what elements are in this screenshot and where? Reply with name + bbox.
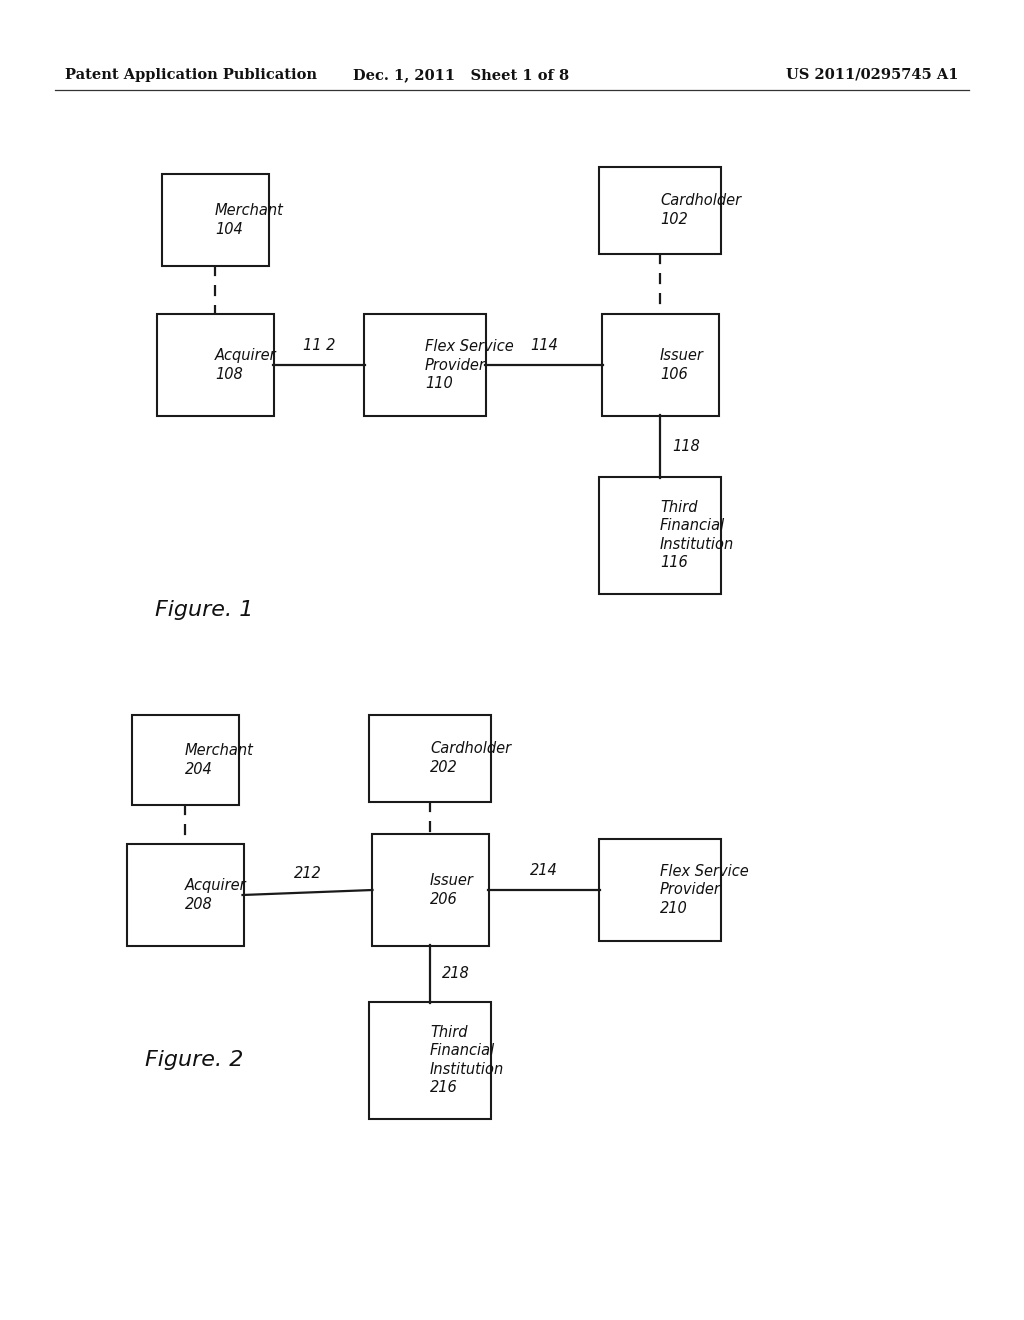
FancyBboxPatch shape bbox=[601, 314, 719, 416]
Text: Dec. 1, 2011   Sheet 1 of 8: Dec. 1, 2011 Sheet 1 of 8 bbox=[352, 69, 569, 82]
FancyBboxPatch shape bbox=[369, 714, 490, 801]
Text: Patent Application Publication: Patent Application Publication bbox=[65, 69, 317, 82]
FancyBboxPatch shape bbox=[162, 174, 268, 267]
Text: Cardholder
202: Cardholder 202 bbox=[430, 742, 511, 775]
Text: Flex Service
Provider
210: Flex Service Provider 210 bbox=[660, 863, 749, 916]
Text: 212: 212 bbox=[294, 866, 322, 880]
Text: Merchant
104: Merchant 104 bbox=[215, 203, 284, 236]
Text: Third
Financial
Institution
116: Third Financial Institution 116 bbox=[660, 499, 734, 570]
Text: Issuer
206: Issuer 206 bbox=[430, 874, 474, 907]
Text: 114: 114 bbox=[529, 338, 558, 352]
Text: Merchant
204: Merchant 204 bbox=[185, 743, 254, 776]
Text: 218: 218 bbox=[442, 966, 470, 981]
FancyBboxPatch shape bbox=[131, 715, 239, 805]
Text: Acquirer
108: Acquirer 108 bbox=[215, 348, 276, 381]
FancyBboxPatch shape bbox=[364, 314, 486, 416]
FancyBboxPatch shape bbox=[599, 477, 721, 594]
FancyBboxPatch shape bbox=[369, 1002, 490, 1118]
FancyBboxPatch shape bbox=[157, 314, 273, 416]
FancyBboxPatch shape bbox=[127, 843, 244, 946]
FancyBboxPatch shape bbox=[599, 166, 721, 253]
Text: Cardholder
102: Cardholder 102 bbox=[660, 193, 741, 227]
Text: 214: 214 bbox=[529, 863, 558, 878]
Text: Third
Financial
Institution
216: Third Financial Institution 216 bbox=[430, 1024, 504, 1096]
Text: 11 2: 11 2 bbox=[302, 338, 335, 352]
Text: US 2011/0295745 A1: US 2011/0295745 A1 bbox=[786, 69, 959, 82]
Text: 118: 118 bbox=[672, 438, 699, 454]
Text: Figure. 1: Figure. 1 bbox=[155, 601, 253, 620]
Text: Acquirer
208: Acquirer 208 bbox=[185, 878, 247, 912]
Text: Flex Service
Provider
110: Flex Service Provider 110 bbox=[425, 339, 514, 391]
FancyBboxPatch shape bbox=[372, 834, 488, 946]
Text: Figure. 2: Figure. 2 bbox=[145, 1049, 244, 1071]
FancyBboxPatch shape bbox=[599, 840, 721, 941]
Text: Issuer
106: Issuer 106 bbox=[660, 348, 703, 381]
